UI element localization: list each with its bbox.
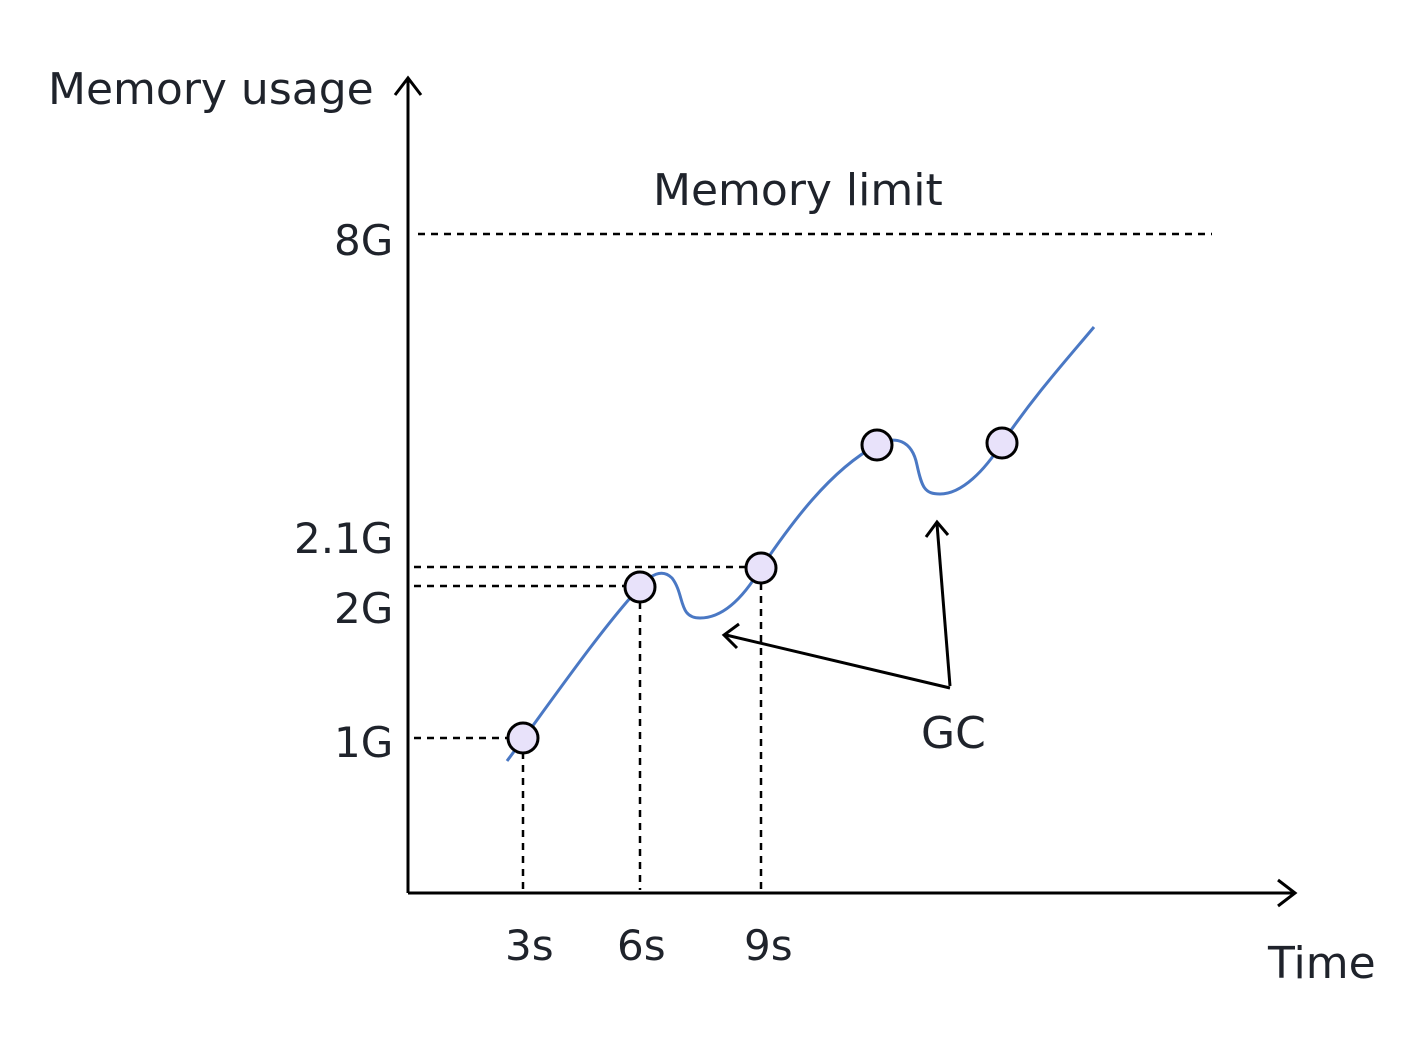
x-tick-6s: 6s: [617, 921, 666, 970]
memory-limit-label: Memory limit: [653, 165, 943, 216]
x-axis-label: Time: [1267, 938, 1376, 989]
y-tick-2-1g: 2.1G: [294, 514, 393, 563]
x-tick-3s: 3s: [505, 921, 554, 970]
gc-arrow-up: [935, 523, 952, 687]
memory-usage-curve: [505, 326, 1096, 762]
gc-arrow-left-head: [721, 622, 740, 650]
y-tick-1g: 1G: [334, 718, 393, 767]
gc-label: GC: [921, 708, 986, 759]
x-tick-9s: 9s: [744, 921, 793, 970]
gc-arrow-left: [725, 633, 951, 690]
sample-point-4: [860, 428, 894, 462]
sample-point-6s: [623, 570, 657, 604]
y-tick-8g: 8G: [334, 216, 393, 265]
y-axis-arrowhead: [393, 75, 423, 96]
sample-point-3s: [506, 721, 540, 755]
gc-arrow-up-head: [924, 519, 950, 538]
y-tick-2g: 2G: [334, 584, 393, 633]
sample-point-9s: [744, 551, 778, 585]
y-axis-label: Memory usage: [48, 64, 374, 115]
x-axis-arrowhead: [1277, 878, 1298, 908]
sample-point-5: [985, 426, 1019, 460]
